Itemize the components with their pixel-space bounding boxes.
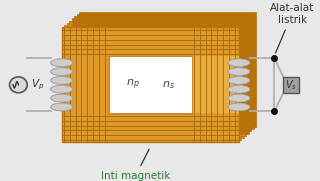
Ellipse shape bbox=[228, 94, 250, 102]
Ellipse shape bbox=[51, 68, 73, 75]
PathPatch shape bbox=[62, 27, 239, 142]
Ellipse shape bbox=[51, 103, 73, 111]
Polygon shape bbox=[69, 21, 246, 136]
Polygon shape bbox=[192, 56, 239, 113]
Ellipse shape bbox=[228, 77, 250, 84]
Polygon shape bbox=[126, 41, 209, 98]
Ellipse shape bbox=[228, 68, 250, 75]
Polygon shape bbox=[114, 52, 196, 109]
Polygon shape bbox=[119, 48, 202, 104]
Text: $V_s$: $V_s$ bbox=[285, 78, 297, 92]
Polygon shape bbox=[109, 56, 192, 113]
Polygon shape bbox=[67, 23, 244, 138]
Ellipse shape bbox=[51, 94, 73, 102]
Ellipse shape bbox=[228, 59, 250, 66]
Polygon shape bbox=[76, 14, 254, 129]
Ellipse shape bbox=[228, 59, 250, 66]
Ellipse shape bbox=[228, 85, 250, 93]
Text: $n_p$: $n_p$ bbox=[126, 78, 140, 92]
Polygon shape bbox=[116, 50, 199, 107]
Ellipse shape bbox=[51, 77, 73, 84]
Polygon shape bbox=[64, 25, 241, 140]
Ellipse shape bbox=[228, 85, 250, 93]
Ellipse shape bbox=[228, 103, 250, 111]
Ellipse shape bbox=[51, 85, 73, 93]
Ellipse shape bbox=[51, 68, 73, 75]
Ellipse shape bbox=[51, 59, 73, 66]
Polygon shape bbox=[72, 18, 249, 134]
Polygon shape bbox=[79, 12, 256, 127]
Text: $n_s$: $n_s$ bbox=[162, 79, 174, 91]
Text: $V_p$: $V_p$ bbox=[31, 78, 44, 92]
Polygon shape bbox=[124, 43, 206, 100]
Ellipse shape bbox=[228, 77, 250, 84]
Ellipse shape bbox=[228, 103, 250, 111]
Polygon shape bbox=[121, 45, 204, 102]
Text: Inti magnetik: Inti magnetik bbox=[101, 149, 170, 181]
Ellipse shape bbox=[228, 94, 250, 102]
Ellipse shape bbox=[51, 94, 73, 102]
Ellipse shape bbox=[51, 59, 73, 66]
Circle shape bbox=[10, 77, 27, 93]
Polygon shape bbox=[111, 54, 194, 111]
Text: Alat-alat
listrik: Alat-alat listrik bbox=[270, 3, 314, 53]
Ellipse shape bbox=[51, 103, 73, 111]
Bar bbox=[283, 77, 299, 93]
Ellipse shape bbox=[51, 77, 73, 84]
Ellipse shape bbox=[51, 85, 73, 93]
Polygon shape bbox=[74, 16, 251, 131]
Ellipse shape bbox=[228, 68, 250, 75]
